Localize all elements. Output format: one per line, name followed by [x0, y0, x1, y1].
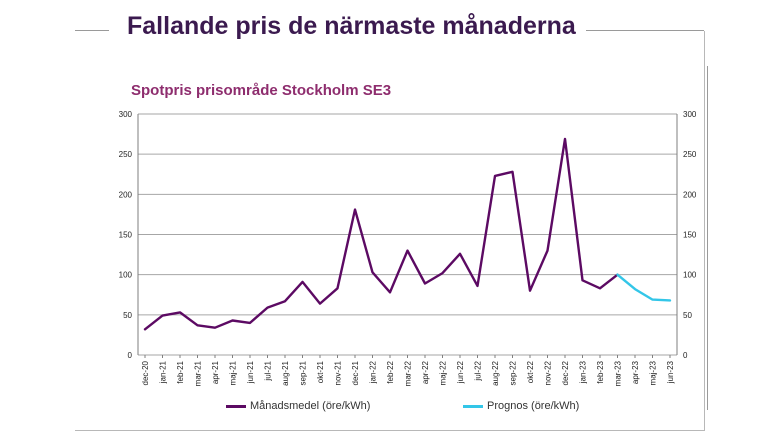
frame-border-bottom — [75, 430, 705, 431]
x-tick-dec-21: dec-21 — [351, 360, 360, 385]
title-rule-right — [586, 30, 704, 31]
x-tick-feb-23: feb-23 — [596, 360, 605, 383]
y-tick-left-100: 100 — [119, 271, 133, 280]
x-tick-apr-21: apr-21 — [211, 360, 220, 384]
x-tick-jun-23: jun-23 — [666, 360, 675, 384]
x-tick-sep-22: sep-22 — [509, 360, 518, 385]
slide-title: Fallande pris de närmaste månaderna — [127, 12, 576, 40]
x-tick-jan-21: jan-21 — [159, 360, 168, 384]
x-tick-mar-23: mar-23 — [614, 360, 623, 386]
y-tick-right-250: 250 — [683, 150, 697, 159]
x-tick-nov-21: nov-21 — [334, 360, 343, 385]
x-tick-okt-22: okt-22 — [526, 360, 535, 383]
x-tick-maj-23: maj-23 — [649, 360, 658, 385]
legend-item-monthly: Månadsmedel (öre/kWh) — [226, 398, 370, 414]
legend-label-forecast: Prognos (öre/kWh) — [487, 400, 580, 412]
x-tick-feb-22: feb-22 — [386, 360, 395, 383]
y-tick-left-200: 200 — [119, 190, 133, 199]
x-tick-aug-22: aug-22 — [491, 360, 500, 385]
legend-label-monthly: Månadsmedel (öre/kWh) — [250, 400, 371, 412]
x-tick-maj-22: maj-22 — [439, 360, 448, 385]
x-tick-mar-22: mar-22 — [404, 360, 413, 386]
y-tick-right-200: 200 — [683, 190, 697, 199]
x-tick-apr-23: apr-23 — [631, 360, 640, 384]
chart-frame-right — [707, 66, 708, 410]
y-tick-right-50: 50 — [683, 311, 692, 320]
x-tick-jun-22: jun-22 — [456, 360, 465, 384]
title-rule-left — [75, 30, 109, 31]
frame-border-right — [704, 31, 705, 431]
series-line-forecast — [616, 273, 672, 302]
x-tick-jul-21: jul-21 — [264, 360, 273, 381]
y-tick-right-300: 300 — [683, 110, 697, 119]
x-tick-feb-21: feb-21 — [176, 360, 185, 383]
x-tick-dec-22: dec-22 — [561, 360, 570, 385]
y-tick-left-300: 300 — [119, 110, 133, 119]
legend-item-forecast: Prognos (öre/kWh) — [463, 398, 579, 414]
x-tick-maj-21: maj-21 — [229, 360, 238, 385]
x-tick-dec-20: dec-20 — [141, 360, 150, 385]
legend-swatch-forecast — [463, 404, 483, 408]
x-tick-okt-21: okt-21 — [316, 360, 325, 383]
y-tick-left-50: 50 — [123, 311, 132, 320]
x-tick-jul-22: jul-22 — [474, 360, 483, 381]
x-tick-jun-21: jun-21 — [246, 360, 255, 384]
x-tick-jan-23: jan-23 — [579, 360, 588, 384]
x-tick-sep-21: sep-21 — [299, 360, 308, 385]
x-tick-nov-22: nov-22 — [544, 360, 553, 385]
x-tick-aug-21: aug-21 — [281, 360, 290, 385]
slide-header: Fallande pris de närmaste månaderna — [0, 0, 780, 50]
x-tick-mar-21: mar-21 — [194, 360, 203, 386]
y-tick-left-150: 150 — [119, 231, 133, 240]
y-tick-left-0: 0 — [128, 351, 133, 360]
y-tick-right-100: 100 — [683, 271, 697, 280]
chart-title: Spotpris prisområde Stockholm SE3 — [131, 82, 392, 99]
x-tick-apr-22: apr-22 — [421, 360, 430, 384]
x-tick-jan-22: jan-22 — [369, 360, 378, 384]
y-tick-right-0: 0 — [683, 351, 688, 360]
series-line-monthly — [143, 137, 619, 331]
y-tick-left-250: 250 — [119, 150, 133, 159]
legend-swatch-monthly — [226, 404, 246, 408]
y-tick-right-150: 150 — [683, 231, 697, 240]
